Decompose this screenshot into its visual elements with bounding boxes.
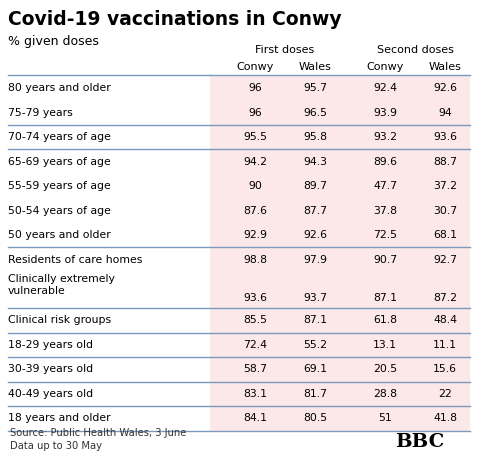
Text: Residents of care homes: Residents of care homes [8, 255, 143, 265]
Text: 92.6: 92.6 [433, 83, 457, 93]
Text: 83.1: 83.1 [243, 389, 267, 399]
Text: 58.7: 58.7 [243, 364, 267, 374]
Text: 55-59 years of age: 55-59 years of age [8, 181, 111, 191]
Text: Clinically extremely
vulnerable: Clinically extremely vulnerable [8, 274, 115, 296]
Text: 69.1: 69.1 [303, 364, 327, 374]
Bar [210, 332, 470, 357]
Text: 94.3: 94.3 [303, 157, 327, 167]
Text: 22: 22 [438, 389, 452, 399]
Text: 13.1: 13.1 [373, 340, 397, 350]
Text: 81.7: 81.7 [303, 389, 327, 399]
Text: 55.2: 55.2 [303, 340, 327, 350]
Bar [210, 100, 470, 125]
Text: 93.2: 93.2 [373, 132, 397, 142]
Text: 65-69 years of age: 65-69 years of age [8, 157, 111, 167]
Text: 80.5: 80.5 [303, 413, 327, 423]
Bar [210, 357, 470, 381]
Text: 50 years and older: 50 years and older [8, 230, 111, 240]
Bar [210, 406, 470, 431]
Text: 92.4: 92.4 [373, 83, 397, 93]
Text: 51: 51 [378, 413, 392, 423]
Text: 88.7: 88.7 [433, 157, 457, 167]
Text: 92.6: 92.6 [303, 230, 327, 240]
Text: 87.1: 87.1 [303, 315, 327, 325]
Text: 61.8: 61.8 [373, 315, 397, 325]
Text: Covid-19 vaccinations in Conwy: Covid-19 vaccinations in Conwy [8, 10, 342, 29]
Text: 95.5: 95.5 [243, 132, 267, 142]
Text: 18-29 years old: 18-29 years old [8, 340, 93, 350]
Text: 96.5: 96.5 [303, 108, 327, 118]
Text: 90.7: 90.7 [373, 255, 397, 265]
Bar [210, 223, 470, 247]
Text: 87.7: 87.7 [303, 206, 327, 216]
Text: 90: 90 [248, 181, 262, 191]
Text: 48.4: 48.4 [433, 315, 457, 325]
Text: 85.5: 85.5 [243, 315, 267, 325]
Text: 89.6: 89.6 [373, 157, 397, 167]
Text: 50-54 years of age: 50-54 years of age [8, 206, 111, 216]
Text: 18 years and older: 18 years and older [8, 413, 110, 423]
Text: 93.6: 93.6 [243, 293, 267, 303]
Text: 72.5: 72.5 [373, 230, 397, 240]
Text: First doses: First doses [255, 45, 314, 55]
Text: 94.2: 94.2 [243, 157, 267, 167]
Text: 37.2: 37.2 [433, 181, 457, 191]
Text: 41.8: 41.8 [433, 413, 457, 423]
Bar [210, 272, 470, 308]
Text: 96: 96 [248, 108, 262, 118]
Text: 98.8: 98.8 [243, 255, 267, 265]
Text: 80 years and older: 80 years and older [8, 83, 111, 93]
Text: 94: 94 [438, 108, 452, 118]
Text: % given doses: % given doses [8, 35, 99, 48]
Text: 95.8: 95.8 [303, 132, 327, 142]
Text: 92.7: 92.7 [433, 255, 457, 265]
Text: 11.1: 11.1 [433, 340, 457, 350]
Text: 68.1: 68.1 [433, 230, 457, 240]
Bar [210, 125, 470, 150]
Text: 47.7: 47.7 [373, 181, 397, 191]
Text: BBC: BBC [396, 433, 444, 451]
Bar [210, 76, 470, 100]
Text: 87.6: 87.6 [243, 206, 267, 216]
Bar [210, 381, 470, 406]
Text: Source: Public Health Wales, 3 June
Data up to 30 May: Source: Public Health Wales, 3 June Data… [10, 428, 186, 451]
Text: Conwy: Conwy [236, 62, 274, 72]
Text: 95.7: 95.7 [303, 83, 327, 93]
Text: Second doses: Second doses [377, 45, 454, 55]
Text: Wales: Wales [299, 62, 331, 72]
Text: 87.2: 87.2 [433, 293, 457, 303]
Text: 87.1: 87.1 [373, 293, 397, 303]
Bar [210, 199, 470, 223]
Text: 20.5: 20.5 [373, 364, 397, 374]
Text: 93.7: 93.7 [303, 293, 327, 303]
Text: 97.9: 97.9 [303, 255, 327, 265]
Text: 70-74 years of age: 70-74 years of age [8, 132, 111, 142]
Text: 30-39 years old: 30-39 years old [8, 364, 93, 374]
Text: 40-49 years old: 40-49 years old [8, 389, 93, 399]
Text: 30.7: 30.7 [433, 206, 457, 216]
Text: 89.7: 89.7 [303, 181, 327, 191]
Text: Clinical risk groups: Clinical risk groups [8, 315, 111, 325]
Bar [210, 247, 470, 272]
Text: Conwy: Conwy [366, 62, 404, 72]
Text: 37.8: 37.8 [373, 206, 397, 216]
Text: 15.6: 15.6 [433, 364, 457, 374]
Text: 96: 96 [248, 83, 262, 93]
Text: 92.9: 92.9 [243, 230, 267, 240]
Text: Wales: Wales [429, 62, 461, 72]
Bar [210, 174, 470, 199]
Text: 84.1: 84.1 [243, 413, 267, 423]
Text: 75-79 years: 75-79 years [8, 108, 73, 118]
Text: 72.4: 72.4 [243, 340, 267, 350]
Bar [210, 150, 470, 174]
Text: 93.9: 93.9 [373, 108, 397, 118]
Bar [210, 308, 470, 332]
Text: 28.8: 28.8 [373, 389, 397, 399]
Text: 93.6: 93.6 [433, 132, 457, 142]
